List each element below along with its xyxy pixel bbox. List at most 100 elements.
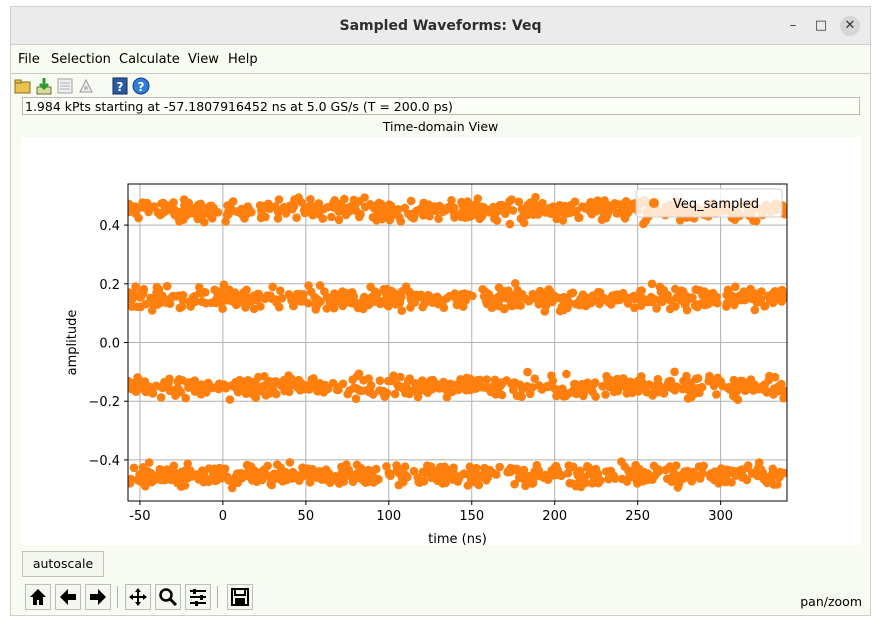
data-point <box>183 459 192 469</box>
data-point <box>409 466 419 476</box>
data-point <box>712 390 721 399</box>
data-point <box>306 195 315 204</box>
menu-view[interactable]: View <box>188 52 219 67</box>
data-point <box>360 193 369 202</box>
menu-selection[interactable]: Selection <box>51 52 111 67</box>
data-point <box>558 384 567 393</box>
menu-calculate[interactable]: Calculate <box>119 52 180 67</box>
data-point <box>568 288 578 298</box>
data-point <box>468 291 477 301</box>
y-tick-label: 0.0 <box>99 337 120 352</box>
minimize-icon[interactable]: – <box>789 18 797 33</box>
data-point <box>281 209 291 218</box>
data-point <box>689 468 699 478</box>
data-point <box>261 212 270 222</box>
maximize-icon[interactable]: □ <box>814 18 828 33</box>
data-point <box>731 282 740 292</box>
data-point <box>754 458 764 467</box>
data-point <box>354 369 364 378</box>
data-point <box>449 463 458 473</box>
data-point <box>446 380 456 390</box>
data-point <box>482 375 492 384</box>
save-icon[interactable] <box>227 584 253 610</box>
data-point <box>495 462 505 472</box>
data-point <box>338 379 348 389</box>
data-point <box>576 466 585 476</box>
forward-arrow-icon[interactable] <box>85 584 111 610</box>
home-icon[interactable] <box>25 584 51 610</box>
svg-text:?: ? <box>138 80 145 94</box>
toolbar-separator <box>117 586 118 608</box>
data-point <box>618 288 628 298</box>
data-point <box>439 303 449 312</box>
data-point <box>743 461 753 470</box>
data-point <box>148 389 158 398</box>
data-point <box>558 216 568 225</box>
toolbar: ? ? <box>11 74 870 98</box>
data-point <box>510 479 519 489</box>
menu-file[interactable]: File <box>18 52 40 67</box>
data-point <box>699 461 708 471</box>
data-point <box>742 475 752 485</box>
data-point <box>390 389 400 399</box>
data-point <box>373 289 382 298</box>
menu-help[interactable]: Help <box>228 52 258 67</box>
help-book-icon[interactable]: ? <box>111 77 129 95</box>
data-point <box>213 208 223 217</box>
data-point <box>671 461 681 470</box>
data-point <box>132 205 142 214</box>
data-point <box>256 302 265 311</box>
data-point <box>564 297 573 306</box>
data-point <box>285 387 294 397</box>
data-point <box>218 304 227 313</box>
data-point <box>382 388 392 398</box>
back-arrow-icon[interactable] <box>55 584 81 610</box>
help-icon[interactable]: ? <box>132 77 150 95</box>
data-point <box>505 219 515 229</box>
data-point <box>601 390 610 399</box>
data-point <box>268 282 277 292</box>
data-point <box>181 393 190 403</box>
import-icon[interactable] <box>35 77 53 95</box>
export-table-icon[interactable] <box>56 77 74 95</box>
data-point <box>630 303 639 313</box>
data-point <box>548 376 558 386</box>
close-icon[interactable]: ✕ <box>840 16 860 36</box>
autoscale-button[interactable]: autoscale <box>22 551 104 577</box>
data-point <box>671 302 680 311</box>
data-point <box>507 195 516 204</box>
data-point <box>419 477 429 486</box>
data-point <box>177 302 187 311</box>
data-point <box>154 284 164 294</box>
pan-move-icon[interactable] <box>125 584 151 610</box>
data-point <box>497 390 507 400</box>
zoom-icon[interactable] <box>155 584 181 610</box>
data-point <box>666 376 676 386</box>
configure-subplots-icon[interactable] <box>185 584 211 610</box>
data-point <box>374 475 383 484</box>
data-point <box>474 480 484 490</box>
info-bar: 1.984 kPts starting at -57.1807916452 ns… <box>22 97 860 115</box>
x-tick-label: 0 <box>219 509 227 524</box>
y-axis-label: amplitude <box>65 310 80 376</box>
data-point <box>779 468 787 478</box>
data-point <box>697 382 707 392</box>
edit-sheet-icon[interactable] <box>77 77 95 95</box>
view-title: Time-domain View <box>382 119 499 134</box>
x-tick-label: 50 <box>298 509 315 524</box>
open-folder-icon[interactable] <box>14 77 32 95</box>
plot-figure[interactable]: -50 0 50 100 150 200 250 300 −0.4 −0.2 0.0 0.2 0.4 ti… <box>21 137 861 547</box>
data-point <box>647 279 657 289</box>
data-point <box>318 214 328 223</box>
data-point <box>730 300 739 310</box>
data-point <box>777 379 786 389</box>
window-title: Sampled Waveforms: Veq <box>339 18 542 34</box>
data-point <box>562 369 571 379</box>
data-point <box>403 472 412 482</box>
scatter-plot[interactable]: -50 0 50 100 150 200 250 300 −0.4 −0.2 0.0 0.2 0.4 ti… <box>21 137 861 547</box>
data-point <box>541 301 551 311</box>
data-point <box>557 471 566 481</box>
x-tick-label: -50 <box>129 509 150 524</box>
data-point <box>247 208 256 217</box>
data-point <box>176 387 186 397</box>
